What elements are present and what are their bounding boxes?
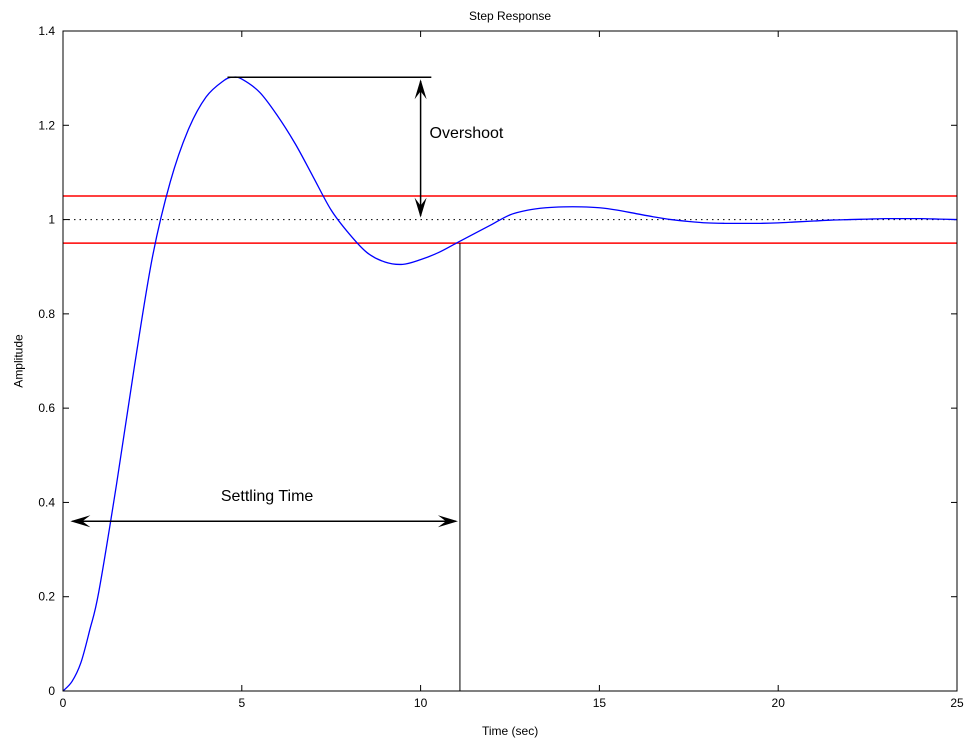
x-tick-label: 0 xyxy=(60,696,67,710)
x-tick-label: 5 xyxy=(238,696,245,710)
x-tick-label: 20 xyxy=(772,696,786,710)
y-tick-label: 0 xyxy=(48,684,55,698)
overshoot-arrow-head-down xyxy=(414,197,427,218)
settling-time-annotation: Settling Time xyxy=(220,487,314,505)
y-tick-label: 0.8 xyxy=(38,307,55,321)
y-tick-label: 0.2 xyxy=(38,590,55,604)
y-tick-label: 1 xyxy=(48,213,55,227)
x-tick-label: 15 xyxy=(593,696,607,710)
y-tick-label: 1.2 xyxy=(38,118,55,132)
settling-arrow-head-right xyxy=(437,515,458,528)
x-tick-label: 25 xyxy=(950,696,964,710)
y-axis-label: Amplitude xyxy=(11,334,26,388)
annotation-arrows xyxy=(70,76,461,691)
chart-title: Step Response xyxy=(469,9,552,23)
overshoot-arrow-head-up xyxy=(414,79,427,100)
overshoot-annotation: Overshoot xyxy=(429,124,504,142)
series-layer xyxy=(62,76,958,692)
axes-frame xyxy=(62,30,958,692)
axis-ticks: 0 5 10 15 20 25 0 0.2 0.4 0.6 0.8 1 1.2 1.4 xyxy=(38,24,964,710)
reference-lines xyxy=(63,195,957,244)
step-response-line xyxy=(62,76,958,692)
y-tick-label: 0.6 xyxy=(38,401,55,415)
y-tick-label: 0.4 xyxy=(38,495,55,509)
x-tick-label: 10 xyxy=(414,696,428,710)
y-tick-label: 1.4 xyxy=(38,24,55,38)
settling-arrow-head-left xyxy=(70,515,91,528)
x-axis-label: Time (sec) xyxy=(482,724,539,738)
